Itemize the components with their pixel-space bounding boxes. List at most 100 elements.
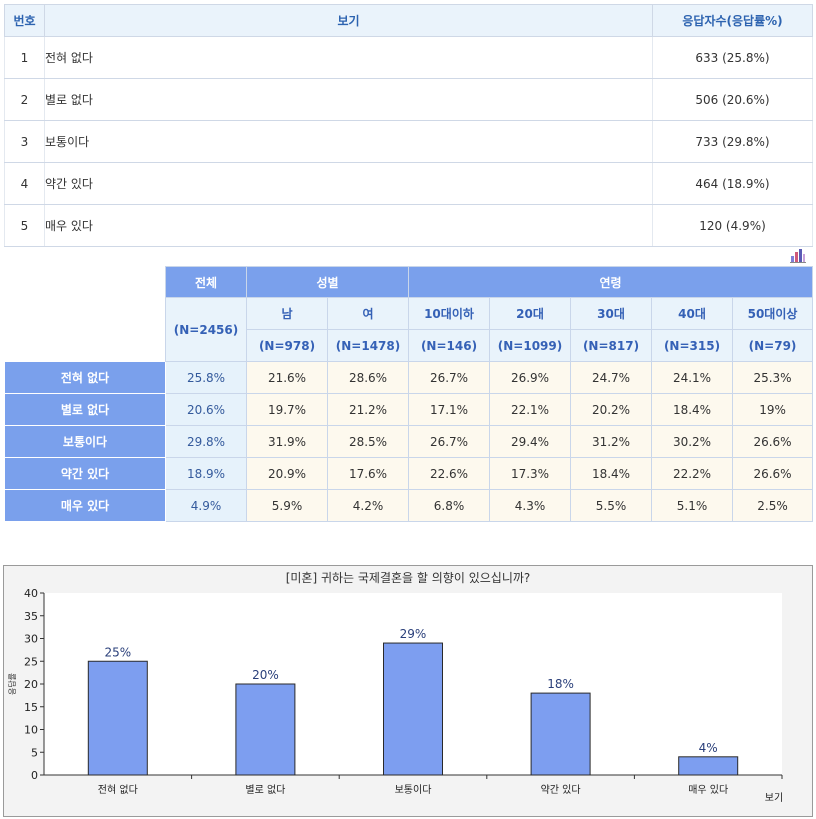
gender-col-label: 여	[327, 297, 409, 330]
y-tick-label: 25	[24, 655, 38, 668]
cell-value: 5.9%	[246, 489, 328, 522]
bar-chart-icon[interactable]	[790, 249, 806, 263]
bar	[678, 756, 739, 776]
cell-value: 26.6%	[731, 457, 814, 490]
table-row: 5 매우 있다 120 (4.9%)	[4, 204, 813, 247]
cell-value: 5.5%	[570, 489, 652, 522]
row-number: 4	[4, 162, 45, 205]
data-label: 20%	[252, 668, 279, 682]
bar-chart: [미혼] 귀하는 국제결혼을 할 의향이 있으십니까? 0 5 10 15 20 25 30 3…	[3, 565, 813, 817]
row-option: 보통이다	[44, 120, 653, 163]
cell-value: 21.2%	[327, 393, 409, 426]
table-row: 1 전혀 없다 633 (25.8%)	[4, 36, 813, 79]
col-total-n: (N=2456)	[165, 297, 247, 362]
table-row: 4 약간 있다 464 (18.9%)	[4, 162, 813, 205]
x-tick-label: 매우 있다	[688, 784, 728, 796]
cell-value: 31.2%	[570, 425, 652, 458]
cell-value: 17.6%	[327, 457, 409, 490]
row-number: 3	[4, 120, 45, 163]
cell-value: 26.7%	[408, 425, 490, 458]
age-col-n: (N=146)	[408, 329, 490, 362]
gender-col-n: (N=1478)	[327, 329, 409, 362]
row-count: 733 (29.8%)	[652, 120, 813, 163]
age-col-label: 10대이하	[408, 297, 490, 330]
y-tick-label: 10	[24, 724, 38, 737]
chart-title: [미혼] 귀하는 국제결혼을 할 의향이 있으십니까?	[286, 571, 531, 585]
row-option: 별로 없다	[44, 78, 653, 121]
bar	[530, 692, 591, 776]
x-tick-label: 별로 없다	[245, 783, 285, 796]
cell-value: 6.8%	[408, 489, 490, 522]
row-label: 약간 있다	[4, 457, 166, 490]
cell-value: 20.9%	[246, 457, 328, 490]
cell-total: 29.8%	[165, 425, 247, 458]
cell-value: 17.1%	[408, 393, 490, 426]
bar	[235, 683, 296, 776]
cell-value: 19.7%	[246, 393, 328, 426]
table-row: 2 별로 없다 506 (20.6%)	[4, 78, 813, 121]
cell-value: 28.6%	[327, 361, 409, 394]
y-tick-label: 20	[24, 678, 38, 691]
bar-chart-svg: [미혼] 귀하는 국제결혼을 할 의향이 있으십니까? 0 5 10 15 20 25 30 3…	[7, 571, 783, 804]
row-count: 633 (25.8%)	[652, 36, 813, 79]
row-label: 보통이다	[4, 425, 166, 458]
cell-value: 17.3%	[489, 457, 571, 490]
y-tick-label: 40	[24, 587, 38, 600]
x-tick-label: 약간 있다	[541, 784, 581, 796]
cell-value: 5.1%	[651, 489, 733, 522]
y-axis-label: 응답률	[7, 673, 17, 695]
row-count: 506 (20.6%)	[652, 78, 813, 121]
table-row: 3 보통이다 733 (29.8%)	[4, 120, 813, 163]
cell-value: 19%	[731, 393, 814, 426]
row-number: 1	[4, 36, 45, 79]
age-col-n: (N=817)	[570, 329, 652, 362]
cell-value: 26.7%	[408, 361, 490, 394]
crosstab-corner	[4, 266, 166, 362]
row-number: 5	[4, 204, 45, 247]
response-table: 번호 보기 응답자수(응답률%) 1 전혀 없다 633 (25.8%) 2 별로 없다…	[4, 4, 813, 247]
cell-value: 26.6%	[731, 425, 814, 458]
row-option: 전혀 없다	[44, 36, 653, 79]
row-count: 120 (4.9%)	[652, 204, 813, 247]
bar	[383, 642, 443, 776]
row-label: 별로 없다	[4, 393, 166, 426]
table-row: 보통이다 29.8% 31.9% 28.5% 26.7% 29.4% 31.2% 30.2% 2…	[4, 425, 814, 458]
cell-value: 4.3%	[489, 489, 571, 522]
age-col-n: (N=1099)	[489, 329, 571, 362]
data-label: 4%	[699, 741, 718, 755]
cell-value: 22.1%	[489, 393, 571, 426]
x-tick-label: 보통이다	[395, 784, 432, 796]
y-tick-label: 0	[31, 769, 38, 782]
cell-value: 4.2%	[327, 489, 409, 522]
cell-value: 18.4%	[570, 457, 652, 490]
bar	[87, 660, 148, 776]
y-tick-label: 15	[24, 701, 38, 714]
row-option: 매우 있다	[44, 204, 653, 247]
cell-total: 4.9%	[165, 489, 247, 522]
y-tick-label: 5	[31, 746, 38, 759]
age-col-label: 30대	[570, 297, 652, 330]
age-col-label: 20대	[489, 297, 571, 330]
row-option: 약간 있다	[44, 162, 653, 205]
cell-value: 20.2%	[570, 393, 652, 426]
cell-value: 18.4%	[651, 393, 733, 426]
header-count: 응답자수(응답률%)	[652, 4, 813, 37]
y-tick-label: 30	[24, 633, 38, 646]
age-col-n: (N=79)	[731, 329, 814, 362]
table-row: 약간 있다 18.9% 20.9% 17.6% 22.6% 17.3% 18.4% 22.2%…	[4, 457, 814, 490]
cell-value: 22.6%	[408, 457, 490, 490]
col-total: 전체	[165, 266, 247, 298]
crosstab-table: 전체 성별 연령 (N=2456) 남 여 10대이하 20대 30대 40대 50대이상 (…	[4, 266, 814, 522]
data-label: 29%	[400, 627, 427, 641]
table-row: 전혀 없다 25.8% 21.6% 28.6% 26.7% 26.9% 24.7% 24.1%…	[4, 361, 814, 394]
age-col-label: 50대이상	[731, 297, 814, 330]
age-col-label: 40대	[651, 297, 733, 330]
header-no: 번호	[4, 4, 45, 37]
x-axis-label: 보기	[765, 792, 783, 804]
data-label: 18%	[547, 677, 574, 691]
row-label: 매우 있다	[4, 489, 166, 522]
header-option: 보기	[44, 4, 653, 37]
response-table-header: 번호 보기 응답자수(응답률%)	[4, 4, 813, 37]
cell-value: 26.9%	[489, 361, 571, 394]
cell-value: 29.4%	[489, 425, 571, 458]
